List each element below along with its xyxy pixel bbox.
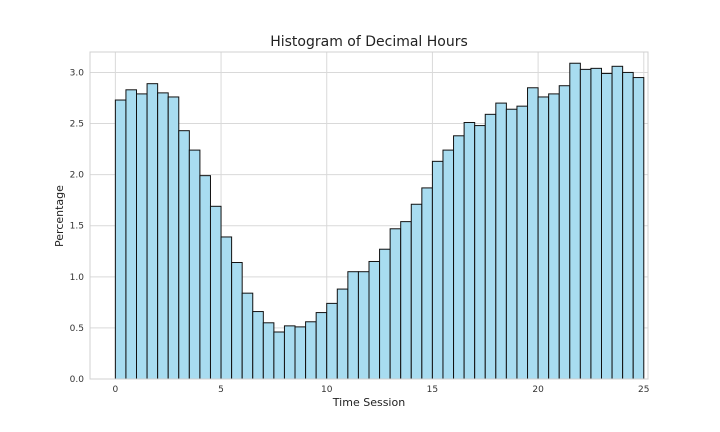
histogram-bar xyxy=(231,262,243,380)
histogram-bar xyxy=(188,149,201,380)
histogram-bar xyxy=(326,302,338,380)
histogram-bar xyxy=(199,175,211,380)
histogram-bar xyxy=(611,65,624,380)
histogram-bar xyxy=(474,125,486,380)
x-tick-label: 5 xyxy=(218,385,224,395)
y-axis-label: Percentage xyxy=(53,185,66,247)
histogram-bar xyxy=(590,67,603,380)
y-tick-label: 2.0 xyxy=(70,171,85,181)
histogram-bar xyxy=(357,271,370,380)
histogram-bar xyxy=(136,93,148,380)
y-tick-label: 0.0 xyxy=(70,375,85,385)
histogram-bar xyxy=(273,331,285,380)
x-tick-label: 25 xyxy=(638,385,649,395)
histogram-bar xyxy=(632,77,645,380)
histogram-bar xyxy=(505,108,518,380)
histogram-bar xyxy=(463,122,476,380)
histogram-bar xyxy=(516,105,529,380)
histogram-bar xyxy=(537,96,550,380)
histogram-bar xyxy=(442,149,455,380)
histogram-bar xyxy=(601,72,613,380)
histogram-bar xyxy=(569,62,581,380)
histogram-bar xyxy=(453,135,465,380)
histogram-bar xyxy=(114,99,127,380)
histogram-bar xyxy=(431,160,444,380)
histogram-bar xyxy=(368,260,381,380)
histogram-bar xyxy=(305,321,317,380)
x-tick-label: 15 xyxy=(427,385,438,395)
histogram-bar xyxy=(167,96,180,380)
histogram-bar xyxy=(220,236,233,380)
y-tick-label: 1.5 xyxy=(70,222,84,232)
histogram-bar xyxy=(262,322,275,380)
histogram-bar xyxy=(421,187,433,380)
histogram-bar xyxy=(622,71,634,380)
histogram-bar xyxy=(146,83,159,380)
x-tick-label: 10 xyxy=(321,385,333,395)
histogram-bar xyxy=(283,325,296,380)
histogram-bar xyxy=(548,93,560,380)
histogram-bar xyxy=(347,271,359,380)
histogram-bar xyxy=(125,89,137,380)
histogram-bar xyxy=(389,228,402,380)
x-axis-label: Time Session xyxy=(332,396,405,409)
histogram-bar xyxy=(241,292,254,380)
histogram-bars xyxy=(114,62,645,380)
histogram-bar xyxy=(379,248,391,380)
histogram-bar xyxy=(527,87,539,380)
histogram-bar xyxy=(495,102,507,380)
histogram-bar xyxy=(209,205,222,380)
y-tick-labels: 0.0 0.5 1.0 1.5 2.0 2.5 3.0 xyxy=(70,68,85,385)
y-tick-label: 1.0 xyxy=(70,273,85,283)
histogram-bar xyxy=(336,288,349,380)
histogram-bar xyxy=(579,68,592,380)
histogram-bar xyxy=(484,113,497,380)
y-tick-label: 3.0 xyxy=(70,68,85,78)
histogram-bar xyxy=(157,92,169,380)
histogram-bar xyxy=(558,85,571,380)
histogram-bar xyxy=(410,203,423,380)
histogram-bar xyxy=(400,221,412,380)
x-tick-labels: 0 5 10 15 20 25 xyxy=(112,385,649,395)
y-tick-label: 2.5 xyxy=(70,120,84,130)
histogram-bar xyxy=(252,311,264,380)
x-tick-label: 0 xyxy=(112,385,118,395)
histogram-bar xyxy=(178,130,190,380)
plot-frame xyxy=(89,51,649,380)
histogram-bar xyxy=(294,326,307,380)
y-tick-label: 0.5 xyxy=(70,324,84,334)
chart-title: Histogram of Decimal Hours xyxy=(270,34,468,50)
x-tick-label: 20 xyxy=(532,385,544,395)
histogram-bar xyxy=(315,312,328,380)
